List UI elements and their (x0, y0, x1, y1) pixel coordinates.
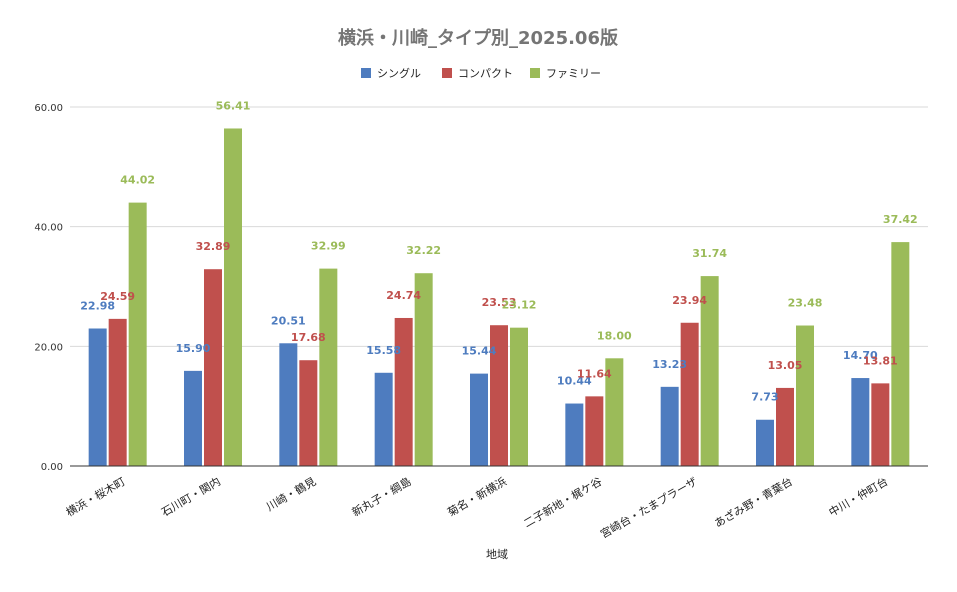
data-label: 32.99 (311, 240, 346, 253)
legend-swatch (442, 68, 452, 78)
x-axis-label: 地域 (486, 548, 508, 561)
data-label: 7.73 (751, 391, 778, 404)
bar (851, 378, 870, 466)
bar (565, 403, 584, 466)
y-axis-ticks: 0.00 20.00 40.00 60.00 (34, 103, 63, 473)
bar (414, 273, 433, 466)
bar (680, 322, 699, 466)
category-label: 新丸子・綱島 (349, 474, 413, 519)
data-label: 23.48 (788, 297, 823, 310)
bar (756, 419, 774, 466)
data-label: 44.02 (120, 174, 155, 187)
data-label: 24.74 (386, 289, 421, 302)
bar (279, 343, 298, 466)
data-label: 22.98 (80, 300, 115, 313)
data-label: 32.22 (406, 244, 441, 257)
bar (700, 276, 719, 466)
bar (299, 360, 318, 466)
bar (605, 358, 624, 466)
data-label: 23.53 (482, 296, 517, 309)
legend: シングル コンパクト ファミリー (361, 66, 601, 80)
data-label: 11.64 (577, 367, 612, 380)
y-tick-label: 20.00 (34, 342, 63, 353)
category-labels: 横浜・桜木町 石川町・関内 川崎・鶴見 新丸子・綱島 菊名・新横浜 二子新地・梶ケ谷宮崎台… (63, 474, 890, 541)
category-label: あざみ野・青葉台 (712, 474, 795, 530)
data-label: 13.81 (863, 354, 898, 367)
bar (319, 268, 338, 466)
category-label: 二子新地・梶ケ谷 (521, 474, 604, 530)
bar (490, 325, 508, 466)
bar (374, 372, 393, 466)
data-label: 56.41 (216, 99, 251, 112)
data-label: 15.90 (176, 342, 211, 355)
bar (128, 202, 147, 467)
y-tick-label: 0.00 (41, 462, 63, 473)
category-label: 宮崎台・たまプラーザ (598, 474, 700, 541)
data-label: 23.94 (672, 294, 707, 307)
data-label: 14.70 (843, 349, 878, 362)
data-label: 37.42 (883, 213, 918, 226)
bar (776, 387, 794, 466)
bar (871, 383, 890, 466)
category-label: 川崎・鶴見 (264, 474, 319, 514)
bar (108, 318, 127, 466)
legend-label: コンパクト (458, 67, 513, 80)
data-label: 13.23 (652, 358, 687, 371)
legend-swatch (361, 68, 371, 78)
data-label: 13.05 (768, 359, 803, 372)
chart-title: 横浜・川崎_タイプ別_2025.06版 (338, 27, 618, 49)
bars (88, 128, 910, 467)
data-label: 20.51 (271, 314, 306, 327)
category-label: 石川町・関内 (159, 474, 223, 519)
bar (891, 242, 910, 466)
bar (224, 128, 242, 466)
bar (660, 386, 679, 466)
bar (88, 328, 107, 466)
category-label: 菊名・新横浜 (445, 474, 509, 519)
gridlines (70, 106, 928, 347)
data-label: 10.44 (557, 375, 592, 388)
bar (394, 317, 413, 466)
data-label: 32.89 (196, 240, 231, 253)
bar (470, 373, 488, 466)
category-label: 中川・仲町台 (826, 474, 890, 519)
bar (510, 327, 528, 466)
data-label: 17.68 (291, 331, 326, 344)
data-label: 15.44 (462, 345, 497, 358)
y-tick-label: 40.00 (34, 223, 63, 234)
bar (184, 370, 202, 466)
bar (585, 396, 604, 466)
data-label: 23.12 (502, 299, 537, 312)
bar (796, 325, 814, 466)
bar (204, 269, 222, 466)
data-label: 31.74 (692, 247, 727, 260)
data-label: 24.59 (100, 290, 135, 303)
legend-label: ファミリー (546, 67, 601, 80)
y-tick-label: 60.00 (34, 103, 63, 114)
data-label: 15.58 (366, 344, 401, 357)
category-label: 横浜・桜木町 (63, 474, 127, 519)
legend-label: シングル (377, 66, 421, 80)
legend-swatch (530, 68, 540, 78)
data-label: 18.00 (597, 329, 632, 342)
